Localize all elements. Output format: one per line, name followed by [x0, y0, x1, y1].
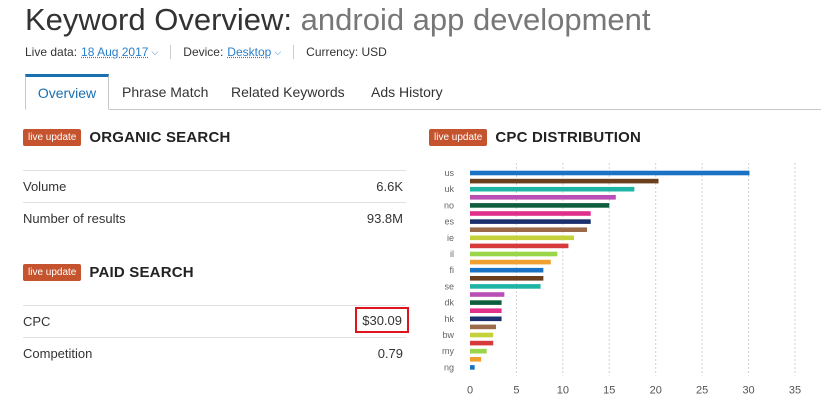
y-tick-label: my	[442, 346, 454, 356]
y-tick-label: fi	[450, 265, 455, 275]
x-tick-label: 10	[557, 385, 569, 397]
y-tick-label: ng	[444, 362, 454, 372]
tab-overview[interactable]: Overview	[25, 74, 109, 110]
tab-ads-history[interactable]: Ads History	[371, 84, 443, 100]
tab-bar: Overview Phrase Match Related Keywords A…	[25, 74, 821, 110]
y-tick-label: hk	[444, 314, 454, 324]
bar	[470, 308, 502, 313]
bar	[470, 235, 574, 241]
x-tick-label: 35	[789, 385, 801, 397]
y-tick-label: il	[450, 249, 454, 259]
paid-search-header: live update PAID SEARCH	[23, 264, 194, 281]
bar	[470, 251, 558, 257]
row-label: CPC	[23, 314, 51, 329]
row-value: 93.8M	[366, 211, 403, 226]
bar	[470, 178, 659, 184]
bar	[470, 227, 587, 232]
bar	[470, 284, 541, 289]
chevron-down-icon[interactable]: ⌵	[151, 46, 159, 57]
bar	[470, 357, 482, 362]
bar	[470, 332, 494, 338]
divider	[293, 45, 295, 59]
live-data-label: Live data:	[25, 45, 78, 59]
row-value: 6.6K	[376, 179, 403, 194]
y-tick-label: us	[444, 168, 454, 178]
bar	[470, 300, 502, 305]
bar	[470, 195, 616, 200]
bar	[470, 219, 591, 224]
page-title: Keyword Overview: android app developmen…	[25, 2, 651, 38]
bar	[470, 292, 505, 297]
bar	[470, 267, 544, 273]
x-tick-label: 0	[467, 385, 473, 397]
device-selector[interactable]: Desktop	[227, 45, 272, 59]
x-tick-label: 20	[650, 385, 662, 397]
live-update-badge: live update	[23, 264, 82, 281]
live-update-badge: live update	[23, 129, 82, 146]
bar	[470, 340, 494, 346]
y-tick-label: dk	[444, 298, 454, 308]
competition-row: Competition 0.79	[23, 337, 406, 369]
bar	[470, 170, 750, 176]
row-value: 0.79	[377, 346, 403, 361]
volume-row: Volume 6.6K	[23, 170, 406, 202]
title-prefix: Keyword Overview:	[25, 2, 293, 37]
live-update-badge: live update	[429, 129, 488, 146]
bar	[470, 324, 496, 330]
tab-related-keywords[interactable]: Related Keywords	[231, 84, 345, 100]
bar	[470, 259, 551, 265]
bar	[470, 243, 569, 249]
section-title: PAID SEARCH	[89, 264, 194, 281]
y-tick-label: es	[444, 217, 454, 227]
bar	[470, 186, 635, 192]
x-tick-label: 5	[513, 385, 519, 397]
date-selector[interactable]: 18 Aug 2017	[81, 45, 149, 59]
x-tick-label: 15	[603, 385, 615, 397]
x-tick-label: 30	[742, 385, 754, 397]
x-tick-label: 25	[696, 385, 708, 397]
meta-bar: Live data: 18 Aug 2017 ⌵ Device: Desktop…	[25, 45, 387, 59]
row-label: Volume	[23, 179, 67, 194]
bar	[470, 203, 610, 208]
y-tick-label: bw	[442, 330, 454, 340]
bar	[470, 316, 502, 322]
cpc-distribution-header: live update CPC DISTRIBUTION	[429, 129, 641, 146]
tab-phrase-match[interactable]: Phrase Match	[122, 84, 209, 100]
cpc-distribution-chart: 0 5 10 15 20 25 30 35 us uk no es ie il fi se dk hk bw my ng	[442, 163, 801, 397]
chevron-down-icon[interactable]: ⌵	[274, 46, 282, 57]
divider	[170, 45, 172, 59]
row-label: Number of results	[23, 211, 126, 226]
device-label: Device:	[183, 45, 224, 59]
y-tick-label: se	[444, 281, 454, 291]
currency-label: Currency: USD	[306, 45, 387, 59]
cpc-value: $30.09	[355, 307, 409, 333]
y-tick-label: uk	[444, 184, 454, 194]
y-tick-label: no	[444, 200, 454, 210]
bar	[470, 211, 591, 216]
results-row: Number of results 93.8M	[23, 202, 406, 234]
bar	[470, 365, 475, 370]
section-title: CPC DISTRIBUTION	[495, 129, 642, 146]
y-tick-label: ie	[447, 233, 454, 243]
organic-search-header: live update ORGANIC SEARCH	[23, 129, 231, 146]
cpc-row: CPC $30.09	[23, 305, 409, 337]
bar	[470, 276, 544, 281]
title-keyword: android app development	[300, 2, 651, 37]
row-label: Competition	[23, 346, 93, 361]
section-title: ORGANIC SEARCH	[89, 129, 231, 146]
bar	[470, 348, 487, 354]
